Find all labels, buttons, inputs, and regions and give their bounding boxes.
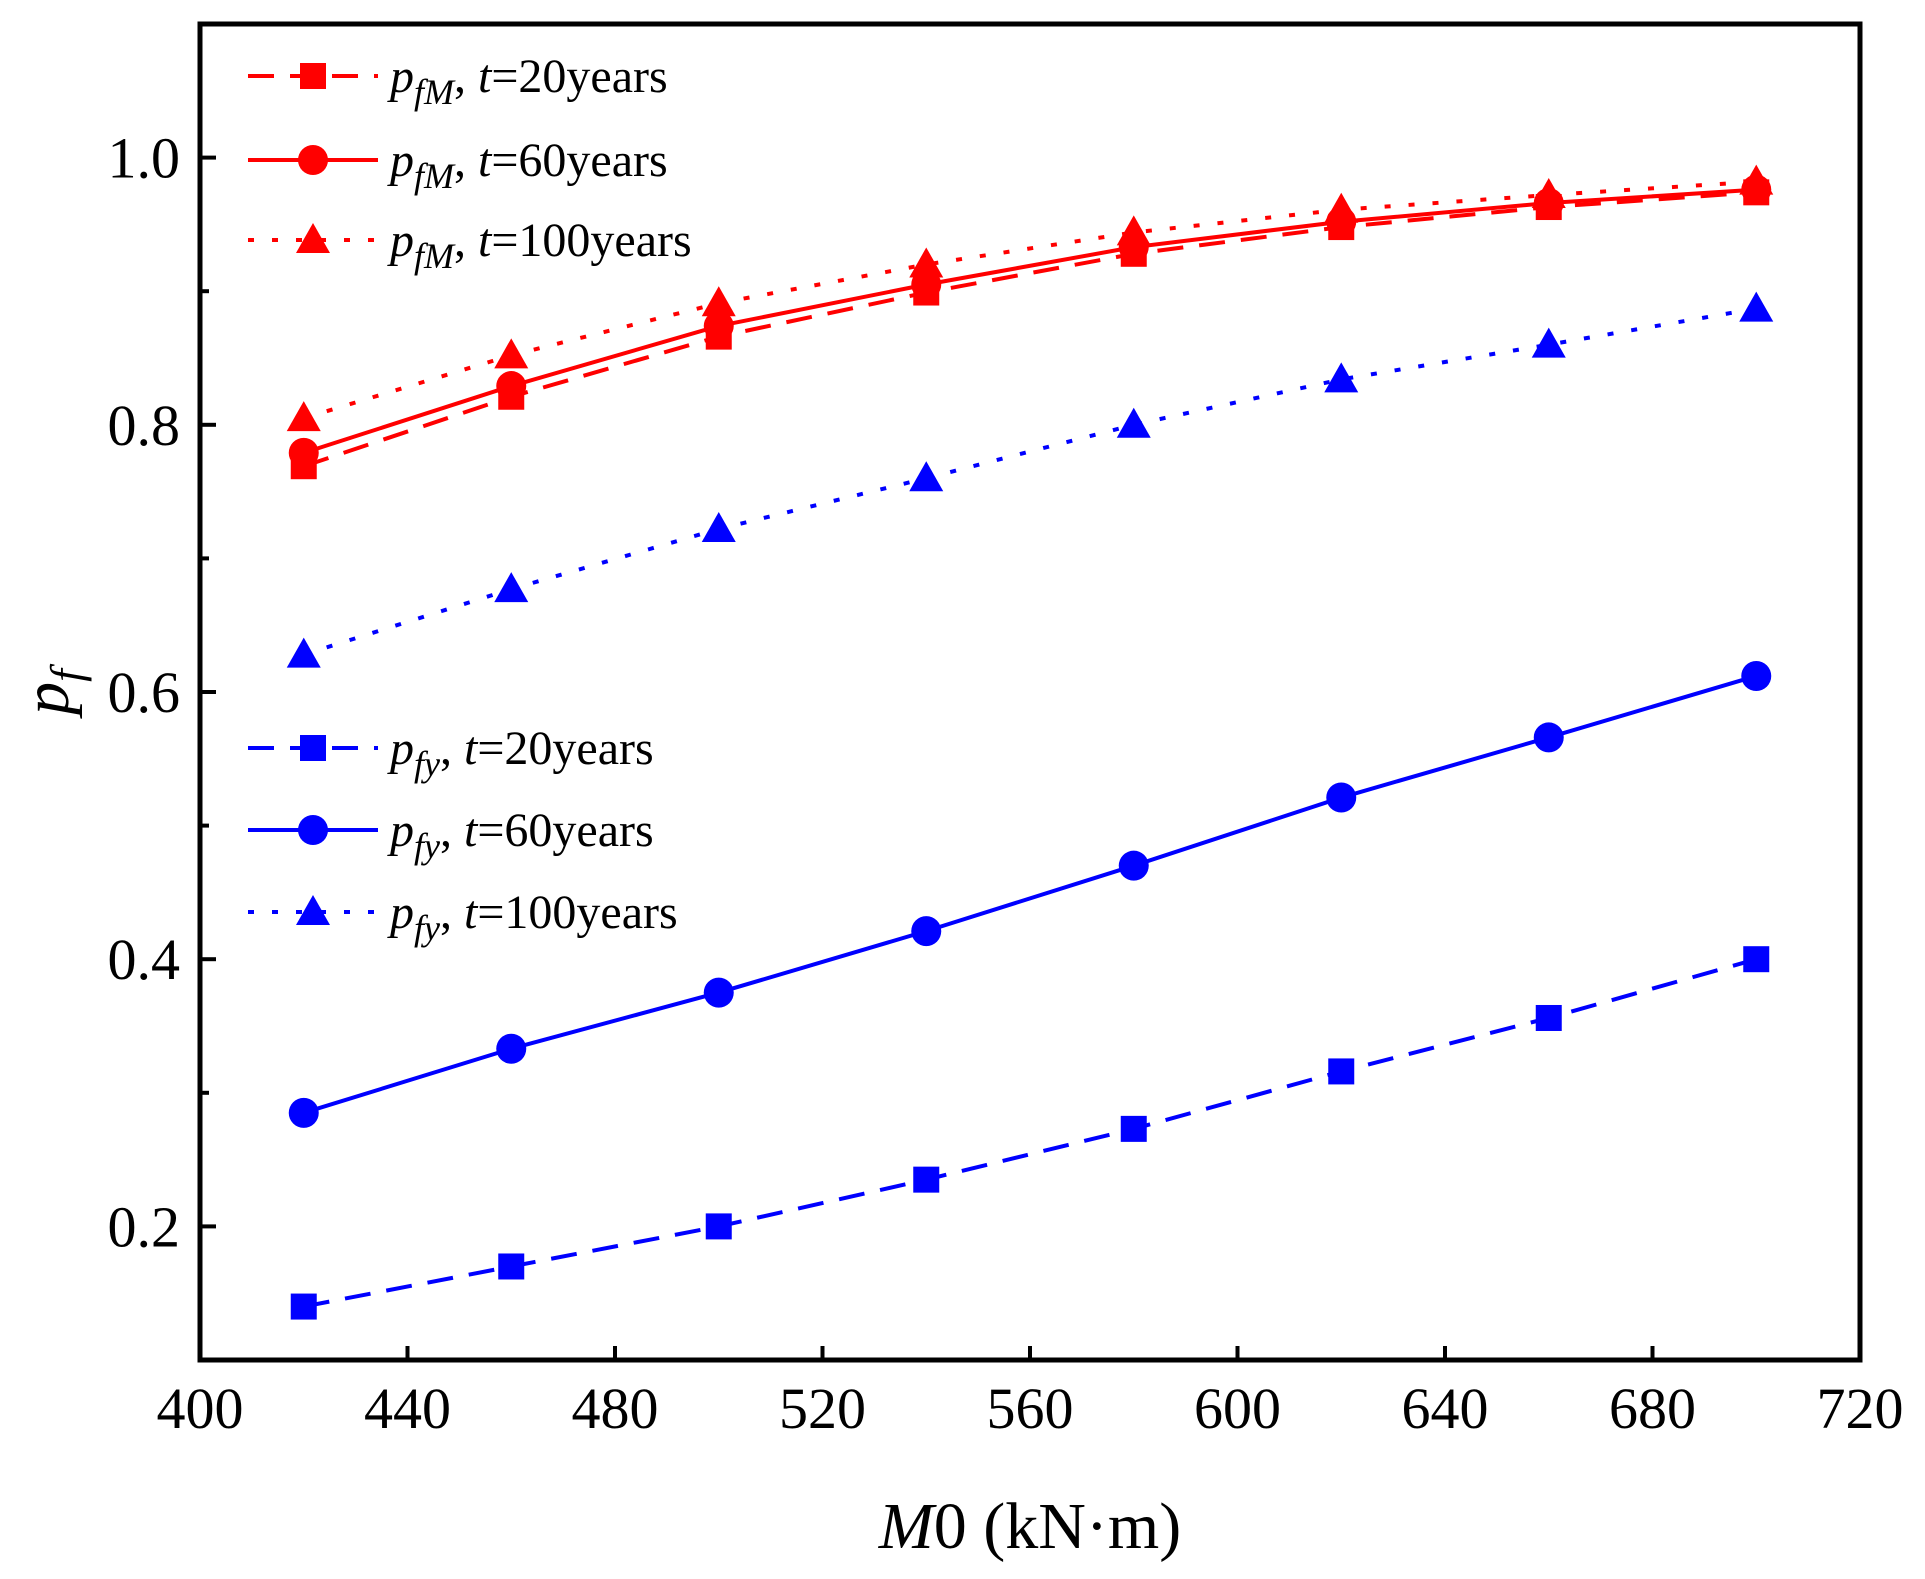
data-point	[1741, 660, 1772, 691]
data-point	[1328, 1058, 1355, 1085]
data-point	[1743, 946, 1770, 973]
legend-marker	[298, 145, 328, 175]
data-point	[911, 916, 942, 947]
data-point	[1118, 850, 1149, 881]
data-point	[703, 310, 734, 341]
data-point	[494, 338, 529, 369]
x-tick-label: 440	[364, 1376, 451, 1441]
data-point	[1533, 722, 1564, 753]
data-point	[1531, 178, 1566, 209]
series-line	[303, 674, 1757, 1115]
legend-marker	[296, 223, 330, 253]
data-point	[286, 637, 321, 668]
series-line	[303, 179, 1757, 421]
x-tick-label: 680	[1609, 1376, 1696, 1441]
data-point	[1739, 164, 1774, 195]
y-tick-label: 0.2	[108, 1194, 181, 1259]
series-fy-circle	[288, 660, 1772, 1128]
legend-entry: pfM, t=60years	[248, 134, 668, 196]
data-point	[1120, 1115, 1147, 1142]
y-axis-title: pf	[10, 663, 92, 719]
data-point	[496, 1033, 527, 1064]
x-tick-label: 640	[1402, 1376, 1489, 1441]
legend: pfM, t=20years pfM, t=60years pfM, t=100ye…	[248, 50, 692, 948]
plot-frame	[197, 21, 1863, 1363]
series-line	[303, 190, 1757, 469]
series-line	[303, 957, 1757, 1309]
data-point	[1535, 1004, 1562, 1031]
x-tick-label: 400	[157, 1376, 244, 1441]
data-point	[705, 1213, 732, 1240]
legend-entry: pfy, t=20years	[248, 722, 654, 784]
legend-marker	[300, 735, 326, 761]
x-tick-label: 720	[1817, 1376, 1904, 1441]
legend-label: pfy, t=60years	[387, 804, 654, 866]
data-point	[1116, 215, 1151, 246]
data-point	[496, 371, 527, 402]
x-tick-label: 600	[1194, 1376, 1281, 1441]
y-tick-label: 0.8	[108, 393, 181, 458]
data-point	[1324, 192, 1359, 223]
legend-marker	[298, 815, 328, 845]
y-tick-label: 1.0	[108, 126, 181, 191]
x-tick-label: 520	[779, 1376, 866, 1441]
data-point	[913, 1166, 940, 1193]
y-tick-label: 0.4	[108, 927, 181, 992]
data-point	[498, 1253, 525, 1280]
legend-marker	[300, 63, 326, 89]
x-tick-label: 560	[987, 1376, 1074, 1441]
data-point	[1116, 407, 1151, 438]
data-point	[1531, 327, 1566, 358]
legend-entry: pfy, t=100years	[248, 886, 678, 948]
series-line	[303, 306, 1757, 657]
x-axis-title: M0 (kN·m)	[878, 1490, 1181, 1563]
legend-label: pfy, t=100years	[387, 886, 678, 948]
legend-entry: pfM, t=100years	[248, 214, 692, 276]
data-point	[909, 461, 944, 492]
data-point	[701, 286, 736, 317]
legend-label: pfM, t=20years	[387, 50, 668, 112]
data-point	[288, 437, 319, 468]
data-point	[290, 1293, 317, 1320]
data-point	[288, 1097, 319, 1128]
data-point	[909, 247, 944, 278]
legend-marker	[296, 895, 330, 925]
legend-entry: pfy, t=60years	[248, 804, 654, 866]
legend-label: pfM, t=100years	[387, 214, 692, 276]
x-tick-label: 480	[572, 1376, 659, 1441]
data-point	[494, 572, 529, 603]
data-point	[701, 512, 736, 543]
series-fy-square	[290, 946, 1770, 1320]
series-fM-triangle	[286, 164, 1774, 432]
data-point	[1324, 362, 1359, 393]
data-point	[703, 977, 734, 1008]
legend-label: pfy, t=20years	[387, 722, 654, 784]
data-point	[1326, 782, 1357, 813]
data-point	[1739, 291, 1774, 322]
series-fy-triangle	[286, 291, 1774, 668]
series-line	[303, 187, 1757, 455]
series-layer	[286, 164, 1774, 1320]
data-point	[286, 401, 321, 432]
legend-entry: pfM, t=20years	[248, 50, 668, 112]
legend-label: pfM, t=60years	[387, 134, 668, 196]
y-tick-label: 0.6	[108, 660, 181, 725]
axis-ticks: 400 440 480 520 560 600 640 680 720 0.2 0.4 0.6 0.8 1…	[108, 126, 1904, 1441]
